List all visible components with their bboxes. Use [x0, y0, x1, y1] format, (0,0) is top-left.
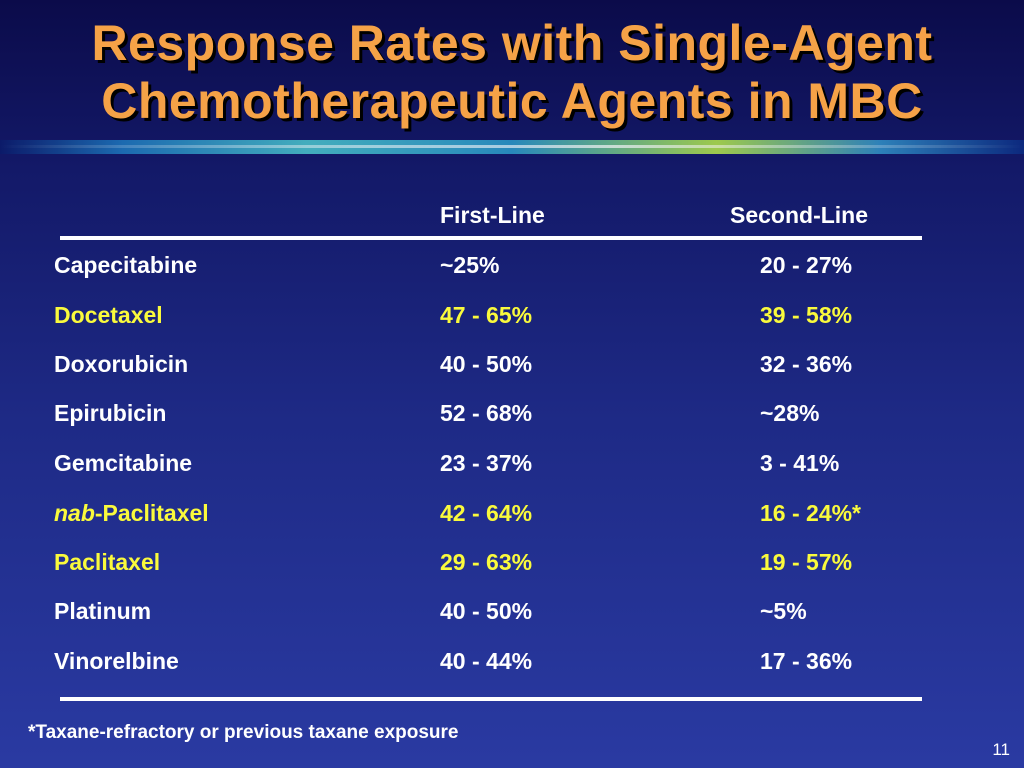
- row-agent-name: Doxorubicin: [54, 351, 189, 377]
- header-second-line: Second-Line: [730, 202, 869, 228]
- row-second-line-rate: ~28%: [760, 400, 820, 426]
- row-second-line-rate: 20 - 27%: [760, 252, 853, 278]
- table-top-rule: [60, 236, 922, 240]
- slide-title: Response Rates with Single-Agent Chemoth…: [0, 14, 1024, 130]
- row-first-line-rate: 52 - 68%: [440, 400, 533, 426]
- row-agent-suffix: -Paclitaxel: [94, 500, 209, 526]
- row-agent-name: Vinorelbine: [54, 648, 179, 674]
- row-first-line-rate: 40 - 50%: [440, 351, 533, 377]
- row-second-line-rate: 17 - 36%: [760, 648, 853, 674]
- footnote: *Taxane-refractory or previous taxane ex…: [28, 722, 459, 743]
- table-row: nab-Paclitaxel 42 - 64% 16 - 24%*: [0, 500, 1024, 540]
- slide-title-line-2: Chemotherapeutic Agents in MBC: [101, 73, 923, 129]
- row-agent-name: Docetaxel: [54, 302, 163, 328]
- row-first-line-rate: 40 - 44%: [440, 648, 533, 674]
- title-decorative-rule: [0, 140, 1024, 154]
- table-row: Doxorubicin 40 - 50% 32 - 36%: [0, 351, 1024, 391]
- row-second-line-rate: 39 - 58%: [760, 302, 853, 328]
- row-first-line-rate: ~25%: [440, 252, 500, 278]
- row-second-line-rate: 19 - 57%: [760, 549, 853, 575]
- row-first-line-rate: 47 - 65%: [440, 302, 533, 328]
- table-row: Docetaxel 47 - 65% 39 - 58%: [0, 302, 1024, 342]
- row-agent-name: Epirubicin: [54, 400, 167, 426]
- table-row: Epirubicin 52 - 68% ~28%: [0, 400, 1024, 440]
- row-agent-name: Platinum: [54, 598, 152, 624]
- row-first-line-rate: 29 - 63%: [440, 549, 533, 575]
- row-first-line-rate: 40 - 50%: [440, 598, 533, 624]
- table-row: Platinum 40 - 50% ~5%: [0, 598, 1024, 638]
- row-agent-name: Gemcitabine: [54, 450, 193, 476]
- table-row: Gemcitabine 23 - 37% 3 - 41%: [0, 450, 1024, 490]
- row-agent-name: Paclitaxel: [54, 549, 161, 575]
- table-bottom-rule: [60, 697, 922, 701]
- row-second-line-rate: 16 - 24%*: [760, 500, 862, 526]
- table-row: Capecitabine ~25% 20 - 27%: [0, 252, 1024, 292]
- row-agent-name: nab-Paclitaxel: [54, 500, 209, 527]
- header-first-line: First-Line: [440, 202, 545, 228]
- row-first-line-rate: 23 - 37%: [440, 450, 533, 476]
- row-agent-name: Capecitabine: [54, 252, 198, 278]
- table-row: Vinorelbine 40 - 44% 17 - 36%: [0, 648, 1024, 688]
- row-second-line-rate: ~5%: [760, 598, 807, 624]
- row-second-line-rate: 3 - 41%: [760, 450, 840, 476]
- row-second-line-rate: 32 - 36%: [760, 351, 853, 377]
- table-row: Paclitaxel 29 - 63% 19 - 57%: [0, 549, 1024, 589]
- row-first-line-rate: 42 - 64%: [440, 500, 533, 526]
- page-number: 11: [992, 740, 1010, 759]
- row-agent-prefix: nab: [54, 500, 95, 526]
- slide-title-line-1: Response Rates with Single-Agent: [91, 15, 933, 71]
